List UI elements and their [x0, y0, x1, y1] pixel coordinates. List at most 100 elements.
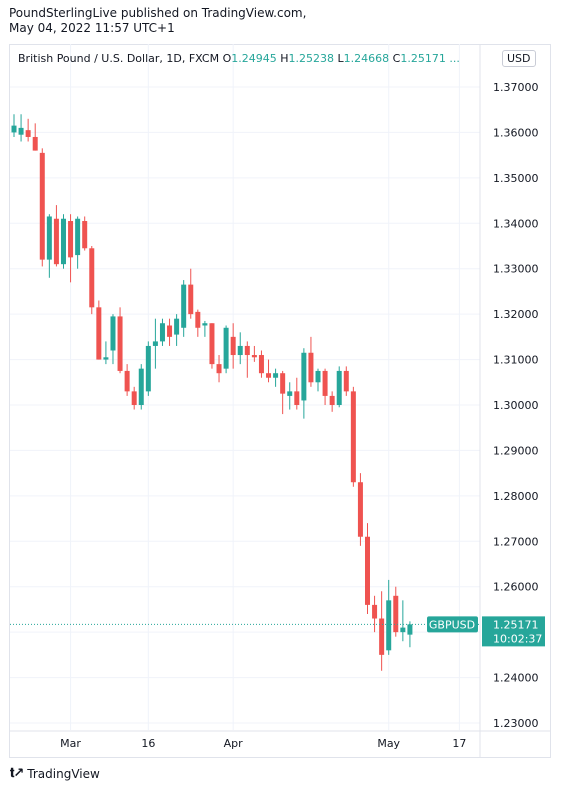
candle-body-down	[216, 364, 222, 374]
open-label: O	[222, 52, 232, 65]
x-tick-label: 17	[452, 737, 466, 750]
y-tick-label: 1.37000	[493, 81, 539, 94]
candle-body-down	[350, 391, 356, 483]
candle-body-down	[258, 355, 264, 374]
candle-body-down	[53, 218, 59, 265]
publisher-line: PoundSterlingLive published on TradingVi…	[9, 6, 307, 20]
price-tag	[482, 616, 545, 647]
candlestick-series	[11, 114, 413, 671]
y-tick-label: 1.28000	[493, 490, 539, 503]
high-value: 1.25238	[288, 52, 335, 65]
y-tick-label: 1.30000	[493, 399, 539, 412]
candle-body-up	[46, 216, 52, 260]
low-label: L	[337, 52, 344, 65]
candle-body-down	[393, 595, 399, 633]
axes: 1.37000 1.36000 1.35000 1.34000 1.33000 1.320…	[10, 44, 551, 757]
y-tick-label: 1.23000	[493, 717, 539, 730]
y-tick-label: 1.24000	[493, 672, 539, 685]
candle-body-up	[159, 323, 165, 342]
candle-body-up	[18, 127, 24, 135]
candle-body-down	[82, 221, 88, 249]
x-tick-label: May	[377, 737, 400, 750]
candle-body-down	[32, 136, 38, 151]
candle-body-up	[145, 345, 151, 392]
publish-date: May 04, 2022 11:57 UTC+1	[9, 21, 175, 35]
candle-body-down	[329, 395, 335, 405]
candle-body-down	[280, 373, 286, 394]
candle-body-up	[287, 391, 293, 396]
candle-body-down	[209, 323, 215, 365]
symbol-tag	[427, 616, 478, 633]
candle-body-up	[315, 370, 321, 383]
candle-body-up	[110, 316, 116, 351]
y-tick-label: 1.32000	[493, 308, 539, 321]
candle-body-down	[343, 370, 349, 392]
close-label: C	[392, 52, 401, 65]
candle-body-up	[202, 323, 208, 326]
candle-body-down	[365, 536, 370, 605]
candle-body-down	[117, 316, 123, 371]
candle-body-down	[357, 482, 363, 537]
candle-body-up	[223, 327, 229, 369]
candle-body-up	[103, 357, 109, 360]
grid-lines	[10, 44, 480, 730]
candle-body-down	[167, 325, 173, 337]
publish-header: PoundSterlingLive published on TradingVi…	[9, 6, 306, 36]
price-tag-value: 1.25171	[493, 618, 539, 631]
candle-body-up	[400, 627, 406, 633]
candle-body-down	[39, 152, 45, 260]
symbol-tag-label: GBPUSD	[429, 618, 475, 631]
y-tick-label: 1.33000	[493, 263, 539, 276]
chart-frame	[9, 44, 551, 758]
candle-body-up	[174, 318, 180, 335]
y-tick-label: 1.27000	[493, 535, 539, 548]
candle-body-up	[60, 218, 66, 265]
candle-body-down	[372, 604, 378, 619]
candle-body-up	[301, 352, 307, 401]
candle-body-up	[138, 368, 144, 405]
y-tick-label: 1.35000	[493, 172, 539, 185]
symbol-title: British Pound / U.S. Dollar, 1D, FXCM	[18, 52, 220, 65]
x-tick-label: Mar	[60, 737, 81, 750]
currency-button[interactable]: USD	[502, 50, 536, 67]
candle-body-up	[237, 345, 243, 356]
low-value: 1.24668	[343, 52, 390, 65]
y-tick-label: 1.36000	[493, 126, 539, 139]
candle-body-down	[251, 355, 257, 358]
candle-body-up	[152, 341, 158, 346]
x-tick-label: 16	[141, 737, 155, 750]
candle-body-up	[75, 218, 81, 256]
y-tick-label: 1.31000	[493, 354, 539, 367]
candle-body-up	[336, 370, 342, 405]
candle-body-down	[379, 618, 385, 655]
candle-body-down	[68, 221, 74, 258]
price-tag-countdown: 10:02:37	[493, 632, 542, 645]
open-value: 1.24945	[231, 52, 277, 65]
ohlc-legend: British Pound / U.S. Dollar, 1D, FXCM O1…	[18, 52, 460, 65]
candle-body-down	[244, 345, 250, 356]
y-tick-label: 1.26000	[493, 581, 539, 594]
candle-body-up	[407, 624, 413, 635]
candle-body-up	[11, 125, 17, 133]
candle-body-down	[308, 352, 314, 383]
candle-body-down	[322, 370, 328, 396]
candle-body-down	[96, 307, 102, 360]
candle-body-down	[188, 284, 194, 315]
high-label: H	[280, 52, 289, 65]
tradingview-logo-icon: 𝐭↗	[10, 766, 24, 781]
candle-body-down	[131, 391, 137, 405]
y-tick-label: 1.34000	[493, 217, 539, 230]
candle-body-up	[386, 600, 392, 651]
candle-body-down	[266, 373, 272, 378]
y-tick-label: 1.29000	[493, 444, 539, 457]
close-value: 1.25171 ...	[400, 52, 460, 65]
brand-name: TradingView	[27, 766, 100, 781]
x-tick-label: Apr	[224, 737, 244, 750]
candle-body-down	[294, 391, 300, 405]
candle-body-down	[195, 311, 201, 328]
candle-body-down	[124, 370, 130, 392]
footer-brand[interactable]: 𝐭↗ TradingView	[10, 766, 100, 781]
candle-body-up	[181, 284, 187, 328]
candle-body-down	[25, 130, 31, 137]
